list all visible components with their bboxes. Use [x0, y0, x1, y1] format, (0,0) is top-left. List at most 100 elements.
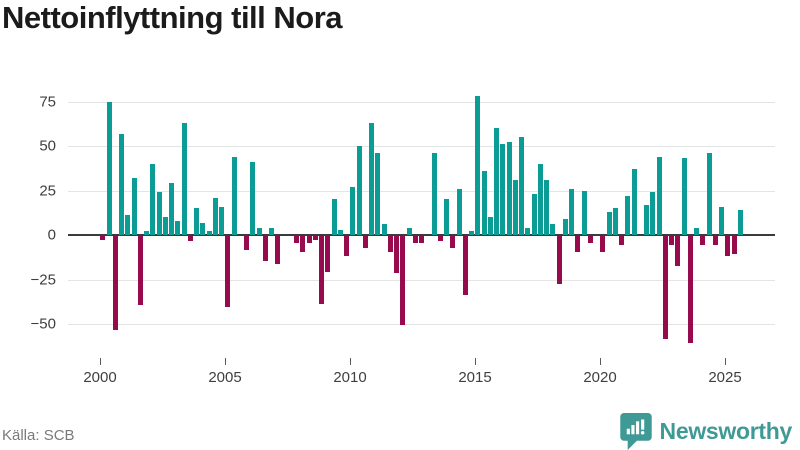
x-axis-label-2010: 2010: [333, 369, 367, 386]
bar-2000-q3: [112, 236, 118, 331]
logo-bar-tall: [635, 421, 639, 435]
bar-2021-q1: [625, 195, 631, 235]
x-axis-tick-2025: [725, 358, 726, 365]
bar-2000-q4: [119, 133, 125, 235]
bar-2004-q3: [212, 197, 218, 235]
x-axis-label-2025: 2025: [708, 369, 742, 386]
bar-2017-q3: [537, 163, 543, 235]
bar-2023-q4: [694, 227, 700, 235]
bar-2001-q3: [137, 236, 143, 306]
bar-2002-q4: [169, 183, 175, 235]
bar-2024-q3: [712, 236, 718, 245]
bar-chart-plot-area: 75 50 25 0 −25 −50 2000 2005 2010 2015 2020 2025: [30, 93, 775, 386]
y-axis-label-50: 50: [39, 137, 56, 155]
bar-2016-q4: [519, 137, 525, 235]
gridline--50: [68, 324, 775, 325]
bar-2007-q4: [294, 236, 300, 244]
bar-2017-q1: [525, 227, 531, 235]
bar-2006-q3: [262, 236, 268, 261]
newsworthy-bars-speech-bubble-icon: [619, 413, 652, 450]
bar-2014-q2: [456, 188, 462, 235]
x-axis-tick-2000: [100, 358, 101, 365]
source-note: Källa: SCB: [2, 427, 75, 444]
x-axis-label-2005: 2005: [208, 369, 242, 386]
bar-2009-q1: [325, 236, 331, 272]
bar-2024-q4: [719, 206, 725, 235]
bar-2010-q4: [369, 122, 375, 235]
newsworthy-logo: Newsworthy: [619, 413, 793, 450]
y-axis-label-0: 0: [47, 226, 56, 244]
bar-2014-q1: [450, 236, 456, 249]
bar-2025-q3: [737, 210, 743, 235]
bar-2011-q4: [394, 236, 400, 274]
chart-title: Nettoinflyttning till Nora: [2, 0, 343, 35]
bar-2023-q2: [681, 158, 687, 235]
bar-2003-q4: [194, 208, 200, 235]
bar-2020-q3: [612, 208, 618, 235]
x-axis-tick-2005: [225, 358, 226, 365]
bar-2009-q3: [337, 229, 343, 235]
bar-2022-q3: [662, 236, 668, 340]
bar-2013-q4: [444, 199, 450, 235]
bar-2007-q1: [275, 236, 281, 265]
bar-2002-q1: [150, 163, 156, 235]
bar-2001-q2: [131, 178, 137, 235]
bar-2025-q1: [725, 236, 731, 256]
bar-2003-q1: [175, 220, 181, 235]
y-axis-label--25: −25: [30, 271, 56, 288]
logo-exclamation-stem: [640, 419, 644, 430]
x-axis-label-2020: 2020: [583, 369, 617, 386]
x-axis-label-2015: 2015: [458, 369, 492, 386]
bar-2010-q1: [350, 186, 356, 235]
bar-2004-q4: [219, 206, 225, 235]
bar-2016-q3: [512, 179, 518, 235]
bar-2024-q2: [706, 153, 712, 235]
bar-2015-q3: [487, 217, 493, 235]
bar-2003-q3: [187, 236, 193, 242]
bar-2000-q1: [100, 236, 106, 240]
bar-2012-q2: [406, 227, 412, 235]
bar-2004-q1: [200, 222, 206, 235]
bar-2019-q2: [581, 190, 587, 235]
bar-2008-q1: [300, 236, 306, 253]
bar-2005-q2: [231, 156, 237, 235]
bar-2008-q2: [306, 236, 312, 244]
bar-2022-q2: [656, 156, 662, 235]
bar-2021-q2: [631, 169, 637, 235]
bar-2023-q3: [687, 236, 693, 343]
bar-2009-q2: [331, 199, 337, 235]
bar-2023-q1: [675, 236, 681, 267]
bar-2010-q3: [362, 236, 368, 249]
gridline-25: [68, 190, 775, 192]
bar-2014-q4: [469, 231, 475, 235]
bar-2018-q2: [556, 236, 562, 285]
bar-2015-q1: [475, 96, 481, 235]
newsworthy-wordmark: Newsworthy: [659, 418, 793, 444]
bar-2012-q4: [419, 236, 425, 244]
x-axis-tick-2015: [475, 358, 476, 365]
bar-2022-q1: [650, 192, 656, 235]
bar-2005-q1: [225, 236, 231, 308]
bar-2001-q4: [144, 231, 150, 235]
bar-2011-q3: [387, 236, 393, 253]
bar-2013-q2: [431, 153, 437, 235]
bar-2011-q2: [381, 224, 387, 235]
bar-2018-q3: [562, 218, 568, 235]
logo-exclamation-dot: [640, 430, 644, 435]
bar-2022-q4: [669, 236, 675, 245]
bar-2008-q3: [312, 236, 318, 240]
bar-2006-q2: [256, 227, 262, 235]
bar-2019-q3: [587, 236, 593, 244]
bar-2018-q1: [550, 224, 556, 235]
bar-2019-q1: [575, 236, 581, 253]
bar-2015-q2: [481, 170, 487, 235]
bar-2020-q2: [606, 211, 612, 235]
x-axis-label-2000: 2000: [83, 369, 117, 386]
y-axis-label-75: 75: [39, 93, 56, 110]
bar-2016-q1: [500, 144, 506, 235]
bar-2020-q1: [600, 236, 606, 253]
zero-baseline: [68, 234, 775, 236]
bar-2013-q3: [437, 236, 443, 242]
gridline-75: [68, 101, 775, 103]
y-axis-label-25: 25: [39, 182, 56, 199]
